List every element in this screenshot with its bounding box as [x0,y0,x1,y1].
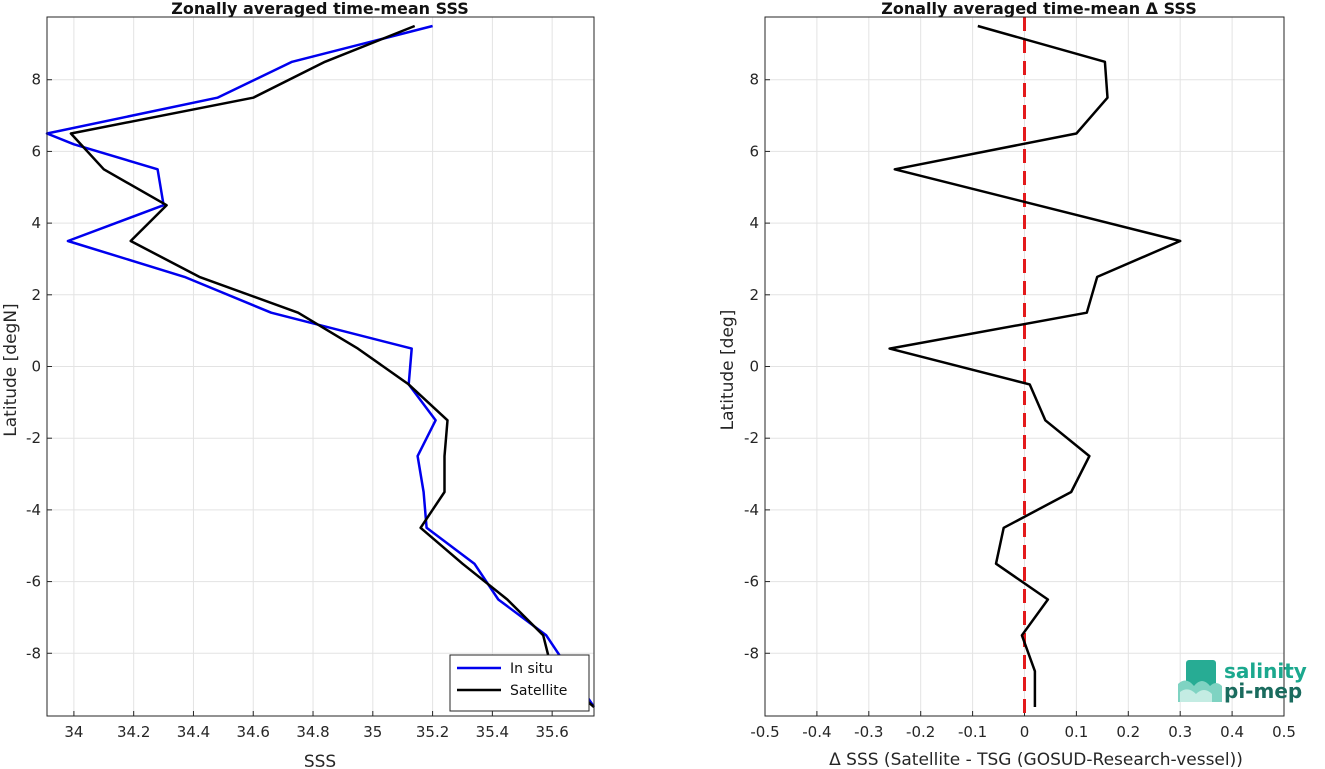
right-x-tick-label: 0.1 [1064,723,1088,741]
legend-label-satellite: Satellite [510,683,567,699]
logo-text-pimep: pi-mep [1224,679,1302,703]
right-series-line-delta-sss [888,24,1182,707]
salinity-pimep-logo: salinity pi-mep [1178,659,1307,703]
left-y-tick-label: 6 [31,142,41,160]
left-x-axis-label: SSS [304,752,336,769]
right-y-tick-label: -2 [744,429,759,447]
left-grid [47,17,594,716]
right-chart-title: Zonally averaged time-mean Δ SSS [881,0,1197,18]
right-x-tick-label: -0.1 [958,723,987,741]
left-series-line-in-situ [45,24,596,708]
right-x-tick-label: -0.3 [854,723,883,741]
left-y-tick-label: -6 [26,573,41,591]
right-y-tick-label: 0 [749,358,759,376]
right-y-tick-label: -4 [744,501,759,519]
right-y-tick-label: 8 [749,71,759,89]
left-x-tick-label: 34.4 [177,723,210,741]
left-y-tick-label: -2 [26,429,41,447]
left-y-tick-label: 2 [31,286,41,304]
right-x-tick-label: 0.4 [1220,723,1244,741]
right-y-tick-label: 2 [749,286,759,304]
left-y-tick-label: 0 [31,358,41,376]
right-y-tick-label: -6 [744,573,759,591]
left-x-tick-label: 34.2 [117,723,150,741]
legend-box [449,654,590,712]
left-x-tick-label: 34.8 [296,723,329,741]
left-chart-panel: 34 34.2 34.4 34.6 34.8 35 35.2 35.4 35.6 -8 -6 -4 -2… [1,0,596,769]
left-x-tick-label: 34.6 [237,723,270,741]
left-plot-frame [46,16,595,717]
left-y-tick-label: -4 [26,501,41,519]
left-x-tick-label: 35.4 [476,723,509,741]
right-x-tick-label: 0.3 [1168,723,1192,741]
right-chart-panel: -0.5 -0.4 -0.3 -0.2 -0.1 0 0.1 0.2 0.3 0.4 0.5 -8 -6… [718,0,1307,769]
left-y-tick-label: -8 [26,644,41,662]
right-series-group [888,24,1182,707]
left-x-tick-label: 34 [64,723,83,741]
right-x-tick-label: 0.5 [1272,723,1296,741]
left-x-tick-label: 35 [363,723,382,741]
right-x-axis-label: Δ SSS (Satellite - TSG (GOSUD-Research-v… [829,750,1243,769]
left-tick-labels: 34 34.2 34.4 34.6 34.8 35 35.2 35.4 35.6 -8 -6 -4 -2… [26,71,569,741]
left-chart-title: Zonally averaged time-mean SSS [171,0,469,18]
legend-label-in-situ: In situ [510,661,553,677]
logo-wave-icon [1178,660,1222,702]
right-x-tick-label: -0.5 [750,723,779,741]
right-y-tick-label: -8 [744,644,759,662]
left-x-tick-label: 35.2 [416,723,449,741]
right-x-tick-label: 0 [1020,723,1030,741]
right-plot-frame [764,16,1285,717]
left-y-axis-label: Latitude [degN] [1,303,21,436]
legend: In situ Satellite [449,654,590,712]
right-y-axis-label: Latitude [deg] [718,310,738,431]
left-y-tick-label: 4 [31,214,41,232]
left-y-tick-label: 8 [31,71,41,89]
left-series-line-satellite [69,24,595,708]
right-x-tick-label: 0.2 [1116,723,1140,741]
left-series-group [45,24,596,708]
right-x-tick-label: -0.4 [802,723,831,741]
right-y-tick-label: 6 [749,142,759,160]
left-x-tick-label: 35.6 [535,723,568,741]
right-tick-labels: -0.5 -0.4 -0.3 -0.2 -0.1 0 0.1 0.2 0.3 0.4 0.5 -8 -6… [744,71,1296,741]
right-x-tick-label: -0.2 [906,723,935,741]
logo-text-salinity: salinity [1224,659,1307,683]
right-y-tick-label: 4 [749,214,759,232]
